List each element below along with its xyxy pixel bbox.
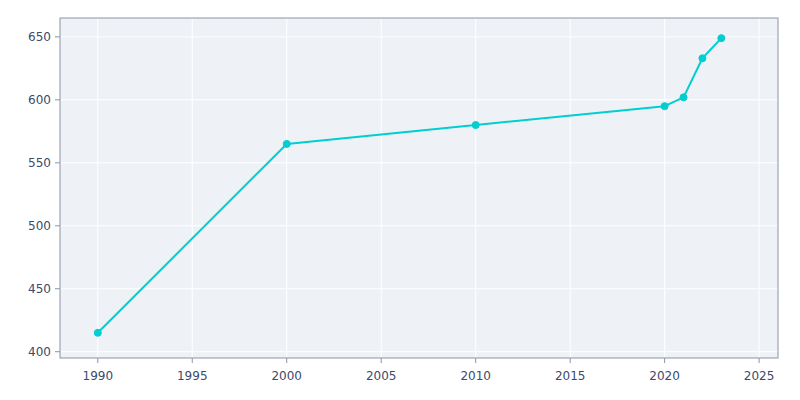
x-grid-line [381,18,382,358]
x-tick [570,358,571,363]
x-grid-line [664,18,665,358]
x-tick [192,358,193,363]
point [661,103,668,110]
x-tick-label: 2000 [271,369,302,383]
y-grid-line [60,36,778,37]
y-tick-label: 450 [28,282,51,296]
x-tick-label: 2025 [744,369,775,383]
x-grid-line [192,18,193,358]
point [472,122,479,129]
y-tick-label: 500 [28,219,51,233]
point [680,94,687,101]
y-tick-label: 600 [28,93,51,107]
x-grid-line [286,18,287,358]
line [98,38,722,333]
x-tick [286,358,287,363]
series [94,35,725,337]
x-tick-label: 2010 [460,369,491,383]
y-tick-label: 550 [28,156,51,170]
chart-container: 1990 1995 2000 2005 2010 2015 2020 2025 400 450 50… [0,0,800,400]
x-grid-line [97,18,98,358]
x-tick [664,358,665,363]
x-tick [381,358,382,363]
y-grid-line [60,99,778,100]
x-tick-label: 2015 [555,369,586,383]
axes: 1990 1995 2000 2005 2010 2015 2020 2025 400 450 50… [28,30,774,383]
y-tick [55,36,60,37]
point [283,140,290,147]
x-grid-line [759,18,760,358]
point [94,329,101,336]
y-grid-line [60,225,778,226]
x-tick-label: 2005 [366,369,397,383]
y-tick [55,225,60,226]
y-tick [55,351,60,352]
y-tick-label: 400 [28,345,51,359]
point [718,35,725,42]
x-tick-label: 2020 [649,369,680,383]
plot-frame [60,18,778,358]
x-grid-line [570,18,571,358]
x-tick-label: 1995 [177,369,208,383]
point [699,55,706,62]
y-grid-line [60,351,778,352]
x-grid-line [475,18,476,358]
y-tick-label: 650 [28,30,51,44]
y-grid-line [60,288,778,289]
y-tick [55,162,60,163]
x-tick [759,358,760,363]
y-tick [55,99,60,100]
y-grid-line [60,162,778,163]
chart: 1990 1995 2000 2005 2010 2015 2020 2025 400 450 50… [0,0,800,400]
plot-background [60,18,778,358]
x-tick [475,358,476,363]
grid [60,18,778,358]
x-tick [97,358,98,363]
x-tick-label: 1990 [83,369,114,383]
y-tick [55,288,60,289]
